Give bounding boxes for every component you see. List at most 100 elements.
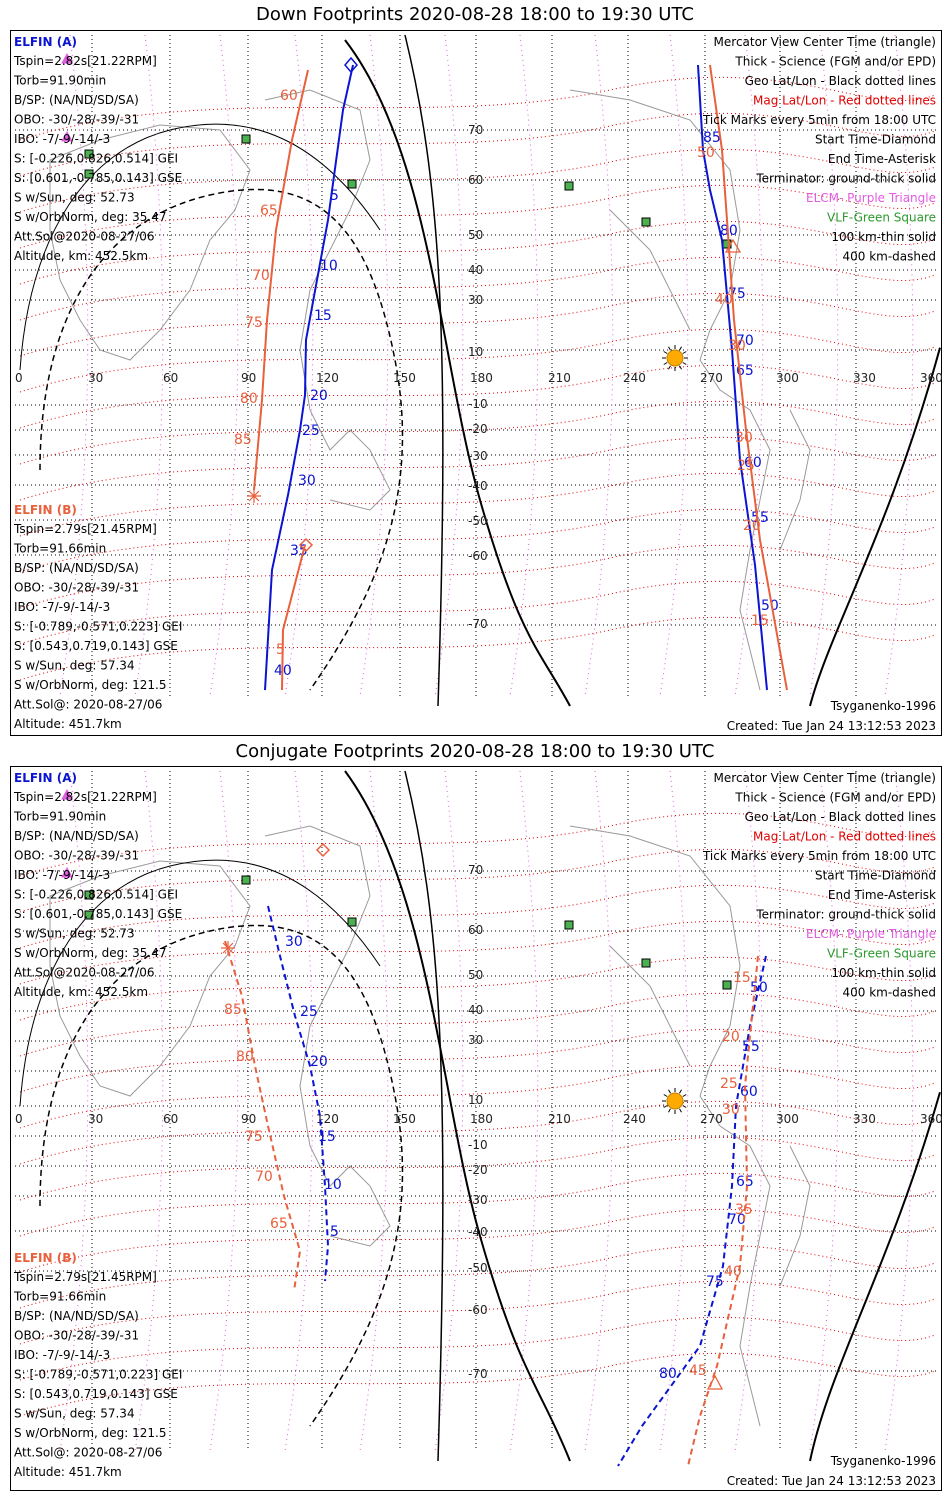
track-time-label: 50: [697, 145, 715, 161]
sun-ray: [668, 346, 671, 351]
elfin-b-line: Altitude: 451.7km: [14, 717, 122, 731]
elfin-b-line: S w/OrbNorm, deg: 121.5: [14, 678, 166, 692]
legend-entry: Mag Lat/Lon - Red dotted lines: [753, 830, 936, 844]
lat-tick-label: -40: [468, 479, 488, 493]
elfin-b-track: [253, 69, 309, 491]
lon-tick-label: 60: [163, 1112, 178, 1126]
coastlines: [49, 825, 811, 1427]
sun-disc: [666, 1092, 684, 1110]
lon-tick-label: 270: [700, 371, 723, 385]
center-triangle-icon: [706, 1374, 724, 1390]
lon-tick-label: 120: [316, 371, 339, 385]
sun-ray: [663, 1094, 668, 1097]
elfin-a-line: S: [-0.226,0.826,0.514] GEI: [14, 152, 178, 166]
elfin-a-track: [267, 905, 330, 1282]
vlf-square: [84, 149, 94, 159]
track-time-label: 65: [270, 1216, 288, 1232]
elfin-b-line: S: [0.543,0.719,0.143] GSE: [14, 639, 178, 653]
sun-ray: [668, 365, 671, 370]
legend-entry: End Time-Asterisk: [828, 152, 936, 166]
track-time-label: 60: [280, 88, 298, 104]
lon-tick-label: 0: [15, 371, 23, 385]
track-time-label: 30: [728, 338, 746, 354]
panel-2-title: Conjugate Footprints 2020-08-28 18:00 to…: [235, 741, 715, 762]
mag-lat-gridline: [19, 616, 936, 681]
mag-lat-gridline: [19, 884, 936, 949]
lat-tick-label: -70: [468, 617, 488, 631]
terminator-ground: [344, 39, 571, 707]
mag-lat-gridline: [19, 544, 936, 609]
legend-entry: Geo Lat/Lon - Black dotted lines: [745, 810, 936, 824]
mag-lat-gridline: [19, 1028, 936, 1093]
track-time-label: 30: [298, 473, 316, 489]
lat-tick-label: -20: [468, 1163, 488, 1177]
elfin-b-line: OBO: -30/-28/-39/-31: [14, 581, 139, 595]
track-time-label: 60: [740, 1084, 758, 1100]
track-time-label: 5: [330, 1224, 339, 1240]
elfin-a-line: IBO: -7/-9/-14/-3: [14, 868, 110, 882]
terminator-ground: [404, 770, 444, 1462]
mag-lat-gridline: [19, 1172, 936, 1237]
lon-tick-label: 240: [623, 371, 646, 385]
track-time-label: 55: [742, 1039, 760, 1055]
elfin-a-line: S w/Sun, deg: 52.73: [14, 191, 135, 205]
elfin-b-line: Att.Sol@: 2020-08-27/06: [14, 698, 162, 712]
sun-disc: [666, 349, 684, 367]
created-label: Created: Tue Jan 24 13:12:53 2023: [727, 1474, 936, 1488]
elfin-a-line: S: [0.601,-0.785,0.143] GSE: [14, 907, 182, 921]
mag-lat-gridline: [19, 848, 936, 913]
lon-tick-label: 360: [920, 1112, 942, 1126]
ring-100km: [19, 859, 381, 1107]
track-time-label: 70: [728, 1212, 746, 1228]
elfin-b-line: S: [0.543,0.719,0.143] GSE: [14, 1387, 178, 1401]
legend-entry: Mag Lat/Lon - Red dotted lines: [753, 94, 936, 108]
track-time-label: 55: [751, 510, 769, 526]
elcm-triangle-icon: [61, 866, 73, 878]
elfin-a-line: Tspin=2.82s[21.22RPM]: [13, 54, 157, 68]
lon-tick-label: 240: [623, 1112, 646, 1126]
track-time-label: 10: [320, 258, 338, 274]
track-time-label: 70: [736, 333, 754, 349]
elfin-b-line: S w/Sun, deg: 57.34: [14, 1407, 135, 1421]
lat-tick-label: -50: [468, 1261, 488, 1275]
lat-tick-label: 50: [468, 968, 483, 982]
elfin-b-line: Tspin=2.79s[21.45RPM]: [13, 1270, 157, 1284]
track-time-label: 10: [324, 1177, 342, 1193]
track-time-label: 85: [224, 1002, 242, 1018]
track-time-label: 35: [735, 1202, 753, 1218]
sun-ray: [682, 1094, 687, 1097]
vlf-square: [564, 920, 574, 930]
track-time-label: 80: [659, 1366, 677, 1382]
elfin-a-line: B/SP: (NA/ND/SD/SA): [14, 829, 139, 843]
ring-100km: [19, 123, 381, 371]
mag-lat-gridline: [19, 1100, 936, 1165]
track-time-label: 15: [314, 308, 332, 324]
sun-ray: [668, 1089, 671, 1094]
mag-lat-gridline: [19, 256, 936, 321]
sun-ray: [663, 362, 668, 365]
legend-entry: ELCM- Purple Triangle: [806, 927, 936, 941]
track-time-label: 65: [736, 1174, 754, 1190]
track-time-label: 20: [310, 1054, 328, 1070]
sun-icon: [662, 345, 688, 371]
elcm-triangle-icon: [61, 788, 73, 800]
mag-lat-gridline: [19, 1208, 936, 1273]
ring-400km: [39, 924, 404, 1427]
start-diamond-icon: [344, 56, 358, 74]
track-time-label: 85: [234, 432, 252, 448]
vlf-square: [347, 917, 357, 927]
track-time-label: 70: [252, 268, 270, 284]
end-asterisk-icon: [247, 489, 261, 503]
elfin-a-header: ELFIN (A): [14, 771, 77, 785]
lat-tick-label: 40: [468, 1003, 483, 1017]
vlf-square: [641, 958, 651, 968]
elcm-triangle-icon: [61, 52, 73, 64]
lat-tick-label: -40: [468, 1225, 488, 1239]
lat-tick-label: 30: [468, 293, 483, 307]
lat-tick-label: 10: [468, 1093, 483, 1107]
legend-entry: Start Time-Diamond: [815, 133, 936, 147]
vlf-square: [84, 169, 94, 179]
track-time-label: 20: [743, 518, 761, 534]
vlf-square: [241, 875, 251, 885]
mag-lat-gridline: [19, 1136, 936, 1201]
